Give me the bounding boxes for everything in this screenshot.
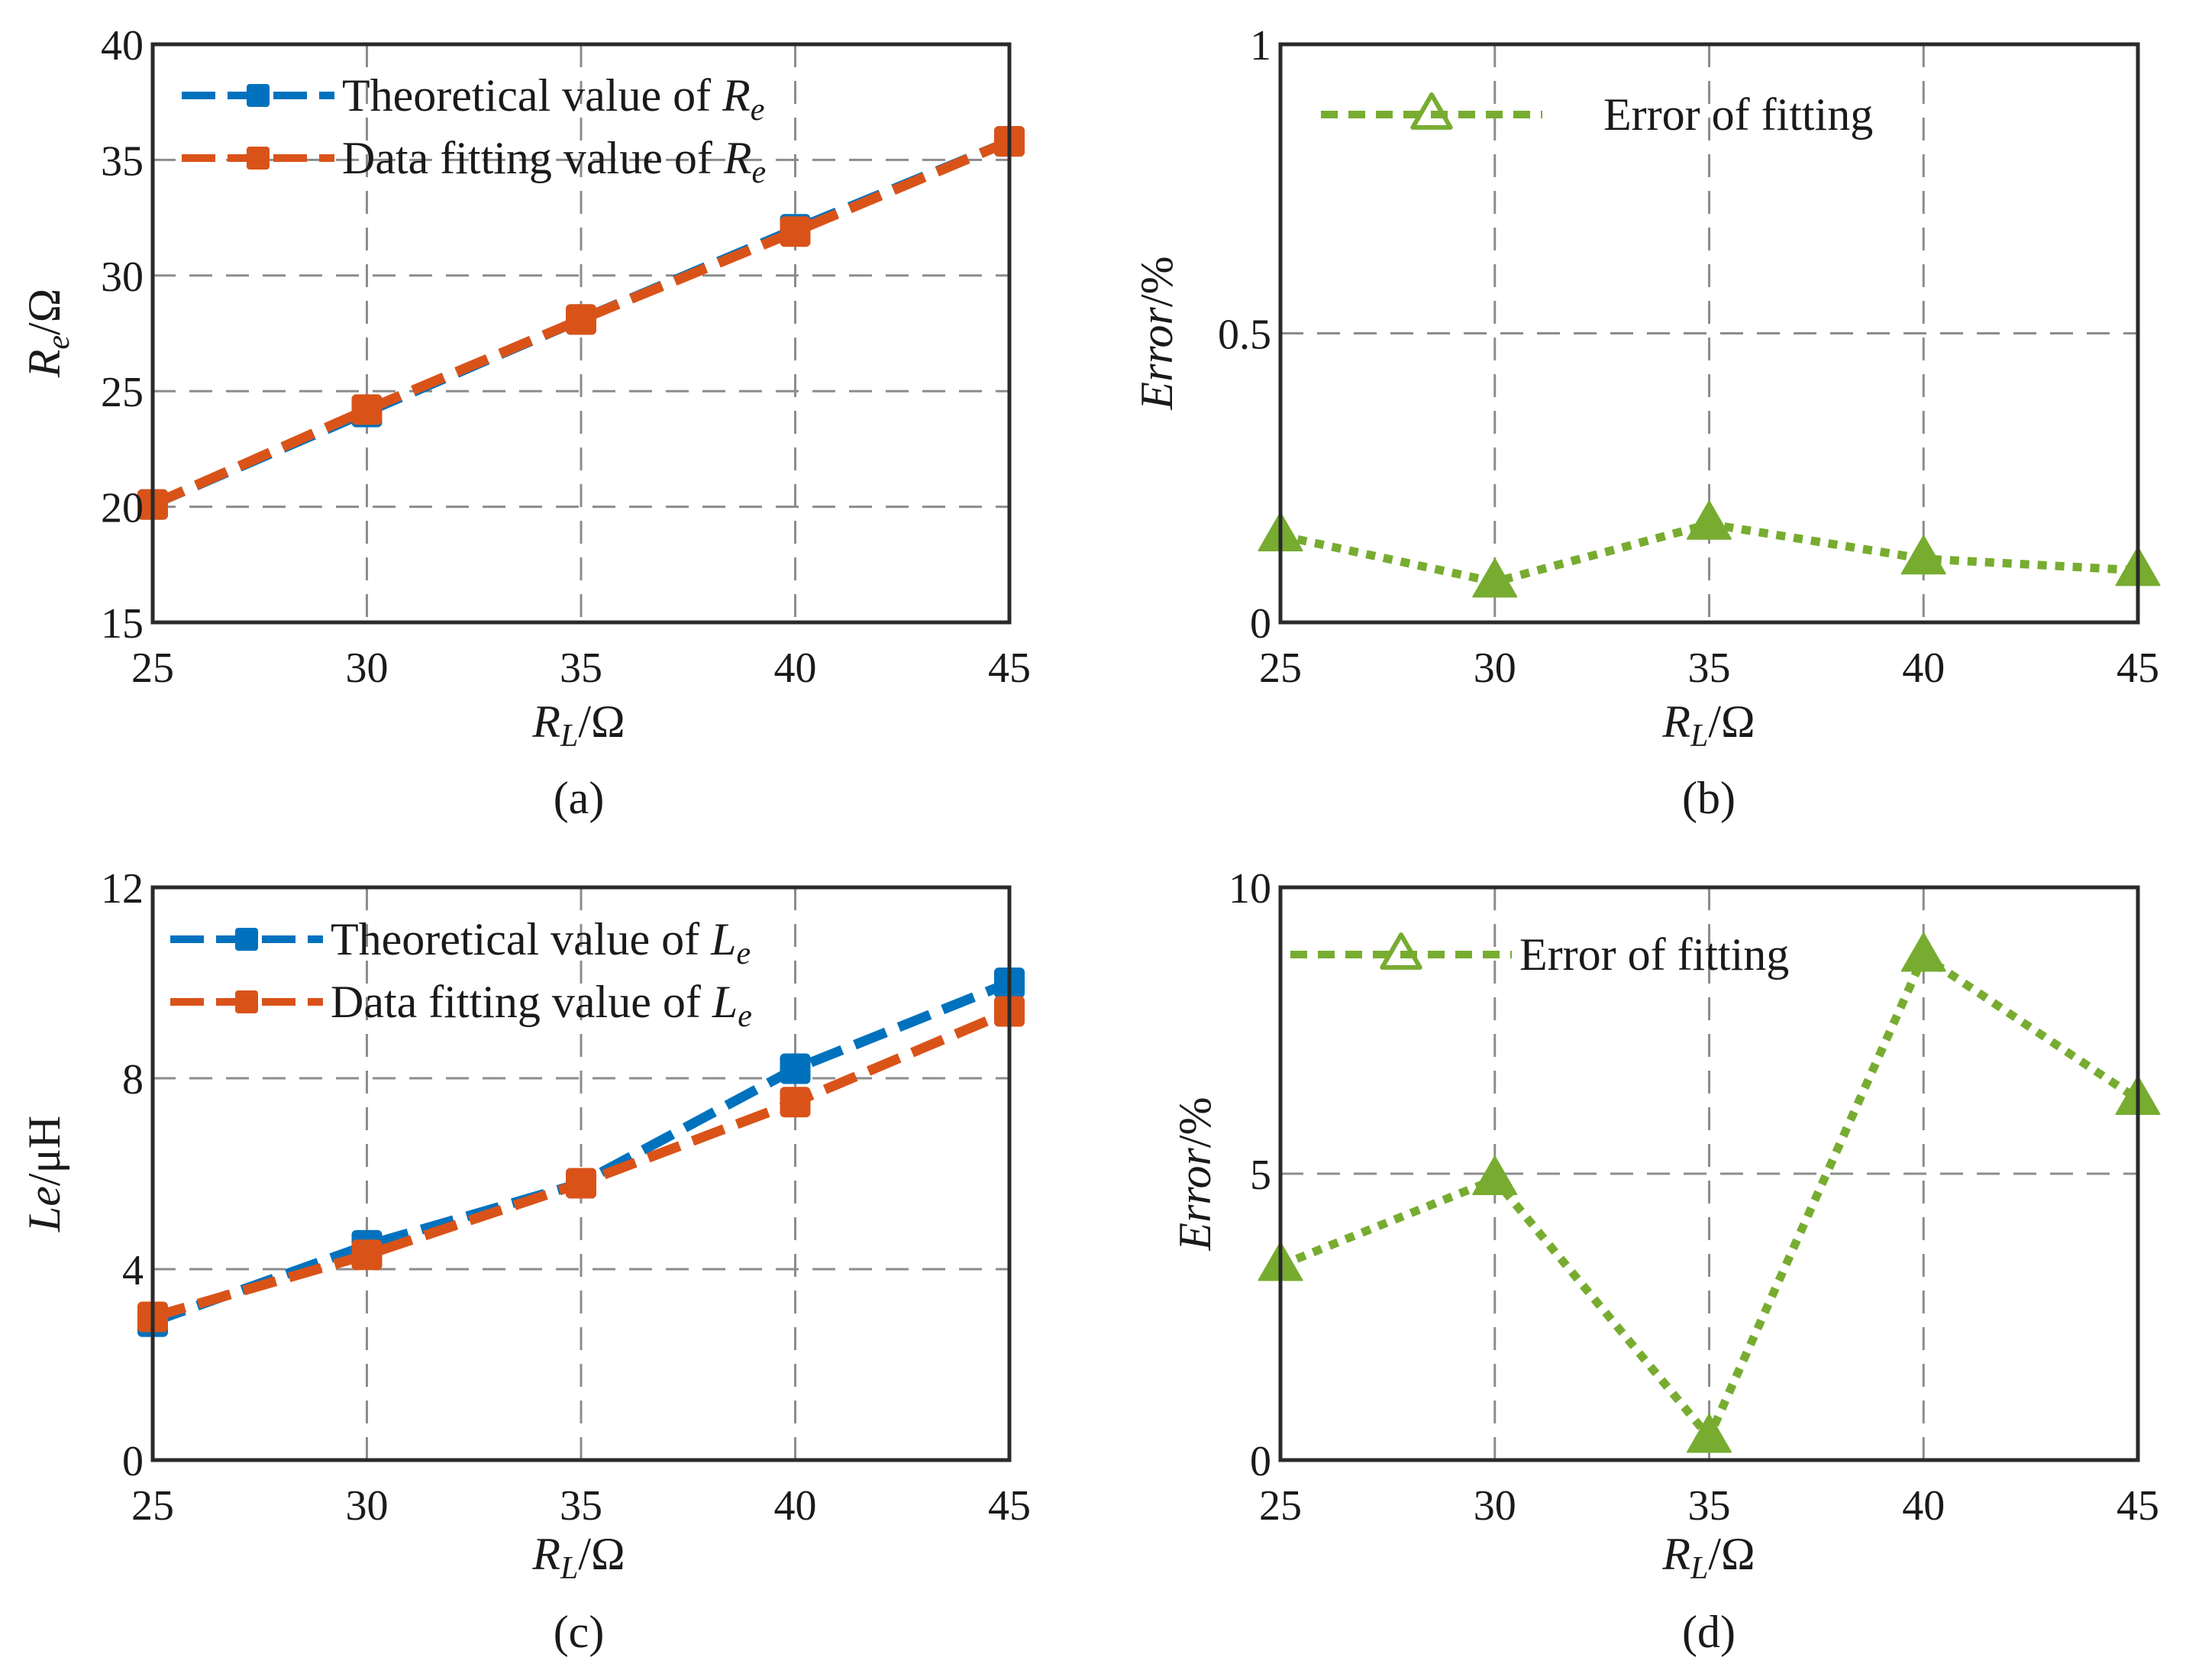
series-line xyxy=(150,137,1012,509)
panel-caption: (d) xyxy=(1682,1607,1736,1657)
x-tick-label: 40 xyxy=(1902,1482,1945,1530)
data-point xyxy=(1687,500,1732,540)
panel-b: 25 30 35 40 45 0 0.5 1 RL/Ω Error/% Error of fitti… xyxy=(1132,22,2161,823)
y-tick-label: 0 xyxy=(122,1438,144,1485)
data-point xyxy=(351,1239,383,1271)
y-tick-label: 0 xyxy=(1250,600,1271,648)
y-tick-label: 20 xyxy=(101,485,144,532)
data-point xyxy=(1687,1413,1732,1453)
x-tick-label: 35 xyxy=(560,1482,602,1530)
x-tick-label: 30 xyxy=(1474,1482,1516,1530)
x-tick-label: 45 xyxy=(2117,645,2159,692)
series-b-0 xyxy=(1258,500,2161,598)
legend-marker xyxy=(1410,92,1453,130)
y-tick-label: 12 xyxy=(101,865,144,913)
plot-frame xyxy=(1278,42,2140,625)
y-tick-label: 10 xyxy=(1229,865,1271,913)
data-point xyxy=(1472,1155,1518,1195)
data-point xyxy=(351,394,383,425)
x-axis-label: RL/Ω xyxy=(531,1529,625,1586)
x-tick-label: 25 xyxy=(131,1482,174,1530)
y-tick-label: 8 xyxy=(122,1056,144,1103)
panel-caption: (c) xyxy=(554,1607,605,1657)
x-axis-label: RL/Ω xyxy=(1661,696,1755,754)
data-point xyxy=(780,1087,811,1118)
x-axis-label: RL/Ω xyxy=(1661,1529,1755,1586)
x-tick-label: 40 xyxy=(774,1482,817,1530)
x-tick-label: 45 xyxy=(988,645,1031,692)
y-tick-label: 1 xyxy=(1250,22,1271,69)
x-tick-label: 45 xyxy=(988,1482,1031,1530)
y-tick-label: 35 xyxy=(101,137,144,185)
y-tick-label: 5 xyxy=(1250,1152,1271,1199)
data-point xyxy=(566,1168,596,1199)
legend-marker xyxy=(1380,932,1422,970)
panel-c: 25 30 35 40 45 0 4 8 12 RL/Ω Le/μH Theoretical valu… xyxy=(19,865,1031,1657)
x-tick-label: 25 xyxy=(1259,1482,1302,1530)
legend-marker xyxy=(235,990,258,1013)
panel-a: 25 30 35 40 45 15 20 25 30 35 40 RL/Ω Re/Ω Theoretica… xyxy=(19,22,1031,823)
panel-caption: (a) xyxy=(554,773,605,823)
x-tick-label: 35 xyxy=(1688,645,1731,692)
data-point xyxy=(1472,558,1518,598)
x-tick-label: 40 xyxy=(774,645,817,692)
plot-frame xyxy=(150,42,1012,625)
series-c-1 xyxy=(137,996,1025,1333)
legend-marker xyxy=(247,84,270,107)
x-tick-label: 35 xyxy=(1688,1482,1731,1530)
x-tick-label: 25 xyxy=(131,645,174,692)
x-tick-label: 30 xyxy=(346,1482,389,1530)
data-point xyxy=(1900,535,1946,575)
data-point xyxy=(566,304,596,335)
x-tick-label: 30 xyxy=(1474,645,1516,692)
y-tick-label: 0 xyxy=(1250,1438,1271,1485)
legend-marker xyxy=(235,928,258,951)
legend-entry: Error of fitting xyxy=(1603,89,1873,140)
plot-frame xyxy=(1278,885,2140,1462)
y-axis-label: Error/% xyxy=(1132,256,1182,410)
legend-entry: Data fitting value of Re xyxy=(342,133,766,190)
panel-caption: (b) xyxy=(1682,773,1736,823)
x-tick-label: 30 xyxy=(346,645,389,692)
y-tick-label: 40 xyxy=(101,22,144,69)
x-tick-label: 40 xyxy=(1902,645,1945,692)
y-axis-label: Le/μH xyxy=(19,1116,69,1233)
data-point xyxy=(780,1053,811,1084)
panel-d: 25 30 35 40 45 0 5 10 RL/Ω Error/% Error of fittin… xyxy=(1170,865,2161,1657)
legend: Theoretical value of Le Data fitting valu… xyxy=(170,914,752,1034)
x-tick-label: 45 xyxy=(2117,1482,2159,1530)
legend-entry: Data fitting value of Le xyxy=(331,977,752,1034)
y-axis-label: Error/% xyxy=(1170,1097,1220,1251)
x-tick-label: 25 xyxy=(1259,645,1302,692)
legend: Error of fitting xyxy=(1290,929,1789,980)
y-tick-label: 30 xyxy=(101,254,144,301)
legend-marker xyxy=(247,147,270,170)
data-point xyxy=(1900,932,1946,972)
legend-entry: Theoretical value of Le xyxy=(331,914,751,971)
y-tick-label: 25 xyxy=(101,369,144,416)
x-axis-label: RL/Ω xyxy=(531,696,625,754)
legend: Error of fitting xyxy=(1321,89,1873,140)
data-point xyxy=(780,216,811,247)
y-tick-label: 15 xyxy=(101,600,144,648)
legend-entry: Theoretical value of Re xyxy=(342,70,764,128)
legend-entry: Error of fitting xyxy=(1519,929,1789,980)
y-axis-label: Re/Ω xyxy=(19,289,76,379)
series-a-1 xyxy=(137,126,1025,520)
plot-frame xyxy=(150,885,1012,1462)
x-tick-label: 35 xyxy=(560,645,602,692)
y-tick-label: 4 xyxy=(122,1247,144,1294)
y-tick-label: 0.5 xyxy=(1218,312,1271,359)
